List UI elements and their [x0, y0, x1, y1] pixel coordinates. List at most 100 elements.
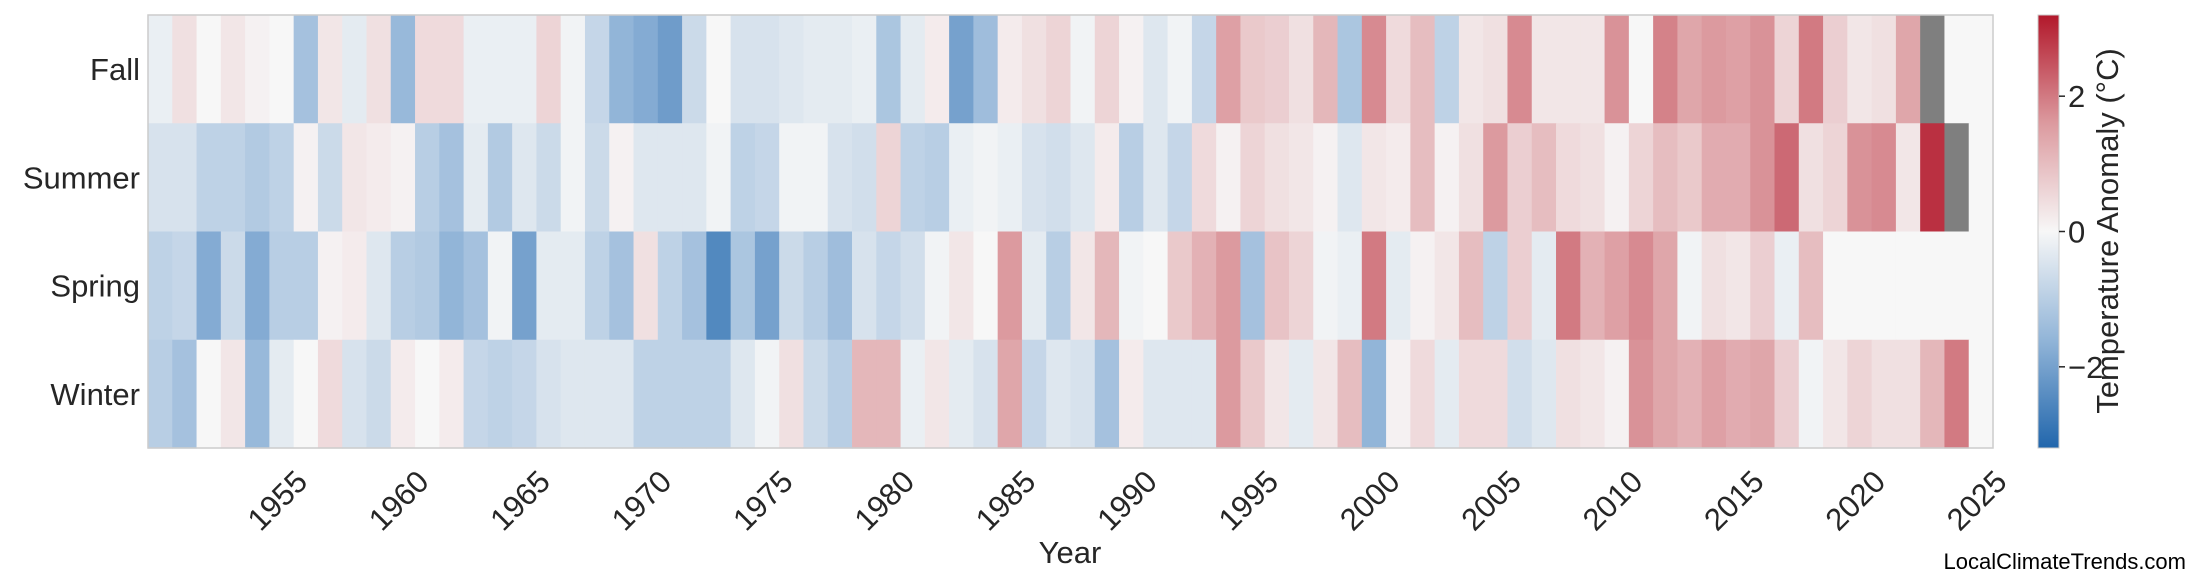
x-tick-2025: 2025 — [1940, 464, 2014, 538]
heatmap-cell-summer-1965 — [512, 123, 538, 233]
heatmap-cell-summer-1950 — [148, 123, 173, 233]
heatmap-cell-winter-2007 — [1531, 339, 1557, 449]
x-tick-2010: 2010 — [1576, 464, 1650, 538]
heatmap-cell-spring-2017 — [1774, 231, 1800, 341]
heatmap-cell-winter-1989 — [1094, 339, 1120, 449]
heatmap-cell-winter-1980 — [876, 339, 902, 449]
heatmap-cell-winter-1971 — [657, 339, 683, 449]
heatmap-cell-winter-1960 — [390, 339, 416, 449]
heatmap-cell-summer-2016 — [1750, 123, 1776, 233]
heatmap-cell-spring-2005 — [1483, 231, 1509, 341]
heatmap-cell-fall-1971 — [657, 15, 683, 124]
heatmap-cell-fall-1952 — [196, 15, 222, 124]
heatmap-cell-fall-2014 — [1701, 15, 1727, 124]
row-label-fall: Fall — [90, 52, 140, 87]
heatmap-cell-summer-1970 — [633, 123, 659, 233]
heatmap-cell-winter-2010 — [1604, 339, 1630, 449]
heatmap-cell-winter-2005 — [1483, 339, 1509, 449]
heatmap-cell-fall-1963 — [463, 15, 489, 124]
heatmap-cell-fall-1980 — [876, 15, 902, 124]
heatmap-cell-spring-1954 — [245, 231, 270, 341]
heatmap-cell-winter-1955 — [269, 339, 295, 449]
heatmap-cell-spring-1986 — [1021, 231, 1047, 341]
heatmap-cell-fall-1984 — [973, 15, 999, 124]
heatmap-cell-winter-1962 — [439, 339, 465, 449]
heatmap-cell-fall-1956 — [293, 15, 319, 124]
x-tick-1995: 1995 — [1212, 464, 1286, 538]
heatmap-cell-fall-2000 — [1361, 15, 1387, 124]
heatmap-cell-summer-2015 — [1725, 123, 1751, 233]
heatmap-cell-winter-1968 — [584, 339, 610, 449]
heatmap-cell-summer-1991 — [1143, 123, 1169, 233]
heatmap-cell-fall-1989 — [1094, 15, 1120, 124]
heatmap-cell-summer-1962 — [439, 123, 465, 233]
colorbar-tick-label: −2 — [2068, 350, 2103, 385]
heatmap-cell-fall-1977 — [803, 15, 829, 124]
heatmap-cell-fall-2018 — [1798, 15, 1824, 124]
heatmap-cell-summer-1975 — [754, 123, 780, 233]
heatmap-cell-summer-1971 — [657, 123, 683, 233]
heatmap-cell-winter-2014 — [1701, 339, 1727, 449]
heatmap-cell-summer-1978 — [827, 123, 853, 233]
heatmap-cell-winter-2023 — [1920, 339, 1946, 449]
heatmap-cell-summer-2020 — [1847, 123, 1873, 233]
heatmap-cell-winter-1950 — [148, 339, 173, 449]
heatmap-cell-spring-1997 — [1288, 231, 1314, 341]
heatmap-cell-fall-1986 — [1021, 15, 1047, 124]
row-label-spring: Spring — [50, 269, 140, 304]
heatmap-cell-spring-2024 — [1944, 231, 1970, 341]
heatmap-cell-spring-2012 — [1653, 231, 1679, 341]
heatmap-cell-fall-2021 — [1871, 15, 1897, 124]
heatmap-cell-fall-1972 — [682, 15, 707, 124]
heatmap-cell-fall-1954 — [245, 15, 270, 124]
heatmap-cell-summer-2006 — [1507, 123, 1533, 233]
heatmap-cell-spring-1960 — [390, 231, 416, 341]
heatmap-cell-spring-1998 — [1313, 231, 1339, 341]
heatmap-cell-summer-1967 — [560, 123, 586, 233]
colorbar-tick-label: 0 — [2068, 215, 2085, 250]
heatmap-cell-summer-1995 — [1240, 123, 1266, 233]
heatmap-cell-summer-1968 — [584, 123, 610, 233]
heatmap-cell-summer-1972 — [682, 123, 707, 233]
x-tick-2020: 2020 — [1819, 464, 1893, 538]
heatmap-cell-fall-2008 — [1556, 15, 1581, 124]
heatmap-cell-fall-1969 — [609, 15, 635, 124]
heatmap-cell-winter-1951 — [172, 339, 198, 449]
heatmap-cell-winter-1983 — [949, 339, 974, 449]
heatmap-cell-fall-2002 — [1410, 15, 1436, 124]
heatmap-cell-fall-2016 — [1750, 15, 1776, 124]
heatmap-cell-summer-1992 — [1167, 123, 1193, 233]
heatmap-cell-fall-2006 — [1507, 15, 1533, 124]
heatmap-cell-spring-2016 — [1750, 231, 1776, 341]
heatmap-cell-spring-1978 — [827, 231, 853, 341]
heatmap-cell-summer-2004 — [1458, 123, 1484, 233]
heatmap-cell-winter-2000 — [1361, 339, 1387, 449]
heatmap-cell-spring-2015 — [1725, 231, 1751, 341]
heatmap-cell-spring-1971 — [657, 231, 683, 341]
heatmap-cell-spring-2013 — [1677, 231, 1703, 341]
heatmap-cells — [148, 15, 1994, 449]
heatmap-cell-fall-1968 — [584, 15, 610, 124]
colorbar-tick-label: 2 — [2068, 79, 2085, 114]
heatmap-cell-winter-1963 — [463, 339, 489, 449]
heatmap-cell-summer-1989 — [1094, 123, 1120, 233]
x-tick-2005: 2005 — [1454, 464, 1528, 538]
heatmap-cell-fall-1990 — [1119, 15, 1144, 124]
heatmap-cell-spring-1955 — [269, 231, 295, 341]
heatmap-cell-fall-1994 — [1216, 15, 1242, 124]
heatmap-cell-summer-2002 — [1410, 123, 1436, 233]
heatmap-cell-fall-2012 — [1653, 15, 1679, 124]
heatmap-cell-summer-1980 — [876, 123, 902, 233]
heatmap-cell-summer-1961 — [415, 123, 440, 233]
heatmap-cell-winter-1991 — [1143, 339, 1169, 449]
heatmap-cell-spring-1956 — [293, 231, 319, 341]
heatmap-cell-spring-1953 — [220, 231, 246, 341]
heatmap-cell-spring-1963 — [463, 231, 489, 341]
x-tick-labels: 1955 1960 1965 1970 1975 1980 1985 1990 1995 2000… — [241, 464, 2014, 538]
heatmap-cell-winter-1978 — [827, 339, 853, 449]
heatmap-cell-fall-2024 — [1944, 15, 1970, 124]
heatmap-cell-fall-1967 — [560, 15, 586, 124]
heatmap-cell-winter-1974 — [730, 339, 756, 449]
heatmap-cell-summer-2005 — [1483, 123, 1509, 233]
heatmap-cell-winter-1984 — [973, 339, 999, 449]
